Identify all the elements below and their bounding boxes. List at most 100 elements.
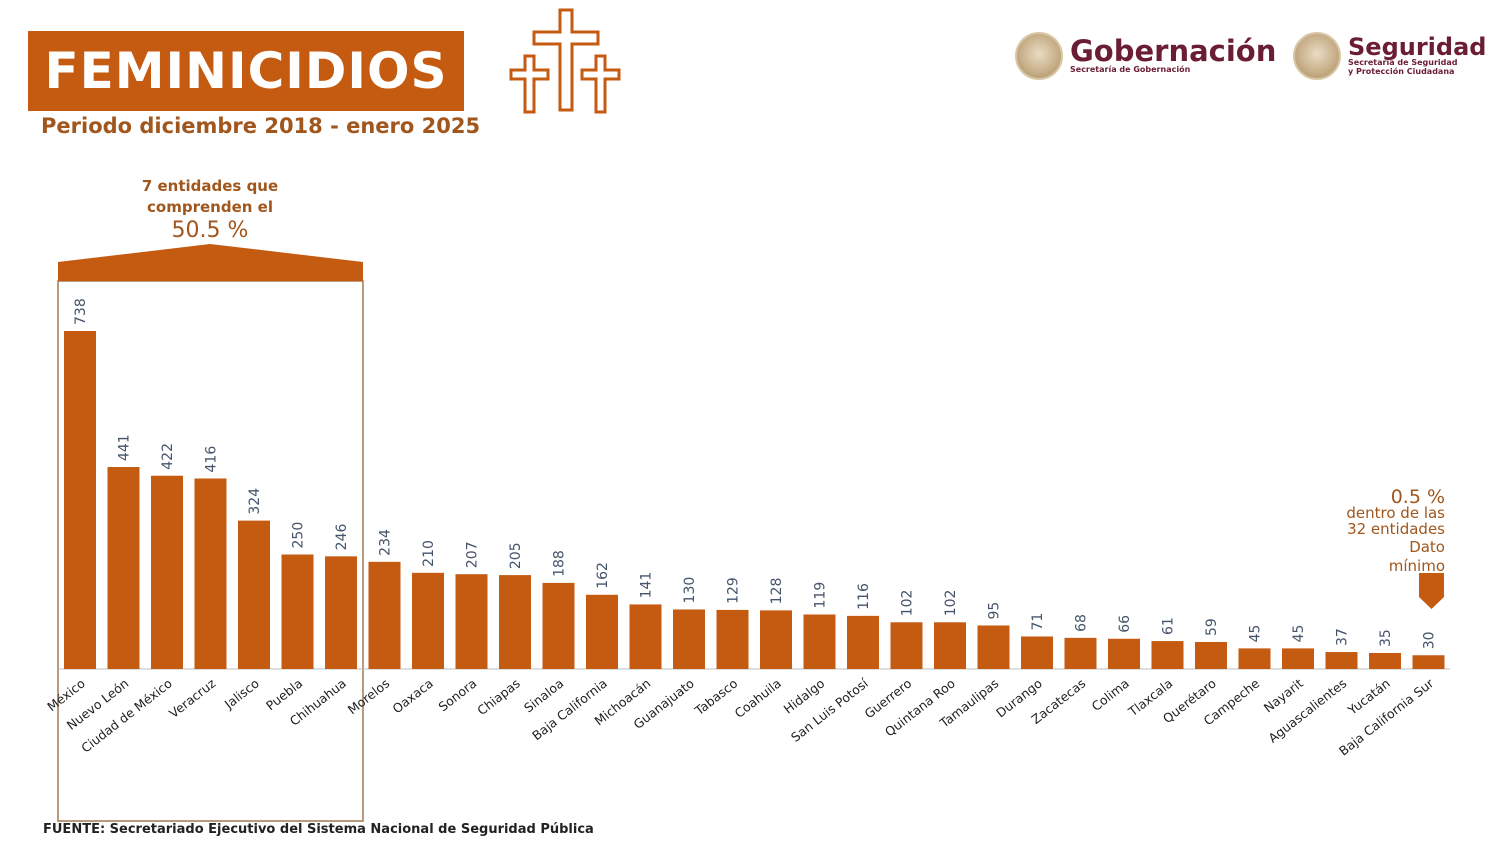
bar (1282, 648, 1314, 669)
bar (238, 520, 270, 669)
bar (194, 478, 227, 669)
bar (542, 582, 575, 669)
bar (934, 622, 966, 669)
category-label: Oaxaca (390, 676, 436, 717)
bar (716, 609, 749, 669)
value-label: 738 (73, 298, 89, 325)
value-labels-layer: 738 441 422 416 324 250 246 234 210 207 205 188 162 1… (73, 298, 1438, 649)
bar (1064, 637, 1097, 669)
category-label: San Luis Potosí (788, 675, 871, 745)
crosses-icon (509, 8, 621, 114)
min-arrow-icon (1419, 573, 1444, 609)
value-label: 95 (987, 602, 1003, 620)
bar (673, 609, 705, 669)
mexico-seal-icon (1015, 32, 1063, 80)
bar (64, 331, 96, 669)
seguridad-sub-1: Secretaría de Seguridad (1348, 58, 1458, 68)
value-label: 30 (1422, 631, 1438, 649)
value-label: 35 (1378, 629, 1394, 647)
bar (629, 604, 662, 669)
bar (1369, 652, 1401, 669)
min-annotation-line3: Dato (1409, 538, 1445, 556)
min-annotation-line1: dentro de las (1346, 504, 1445, 522)
value-label: 250 (291, 522, 307, 549)
value-label: 45 (1291, 625, 1307, 643)
value-label: 129 (726, 577, 742, 604)
bar (325, 556, 357, 669)
value-label: 116 (856, 583, 872, 610)
value-label: 141 (639, 572, 655, 599)
category-label: Aguascalientes (1265, 676, 1349, 746)
value-label: 234 (378, 529, 394, 556)
value-label: 102 (943, 590, 959, 617)
bar (412, 572, 444, 669)
page-subtitle: Periodo diciembre 2018 - enero 2025 (41, 114, 481, 138)
bar (499, 575, 531, 669)
bar (1151, 641, 1184, 669)
value-label: 324 (247, 488, 263, 515)
bar (586, 594, 618, 669)
bar (847, 615, 879, 669)
group-annotation: 7 entidades que comprenden el 50.5 % (110, 176, 310, 244)
value-label: 162 (595, 562, 611, 589)
category-label: Chiapas (474, 676, 523, 719)
bar (1108, 638, 1140, 669)
seguridad-name: Seguridad (1348, 33, 1487, 62)
bar (151, 475, 183, 669)
gobernacion-name: Gobernación (1070, 34, 1277, 69)
value-label: 441 (117, 434, 133, 461)
bar (1238, 648, 1271, 669)
value-label: 416 (204, 446, 220, 473)
bar (760, 610, 792, 669)
bar (455, 574, 488, 669)
group-annotation-line1: 7 entidades que (141, 177, 279, 195)
value-label: 37 (1335, 628, 1351, 646)
seguridad-logo: Seguridad Secretaría de Seguridad y Prot… (1293, 32, 1486, 80)
min-annotation-pct: 0.5 % (1390, 486, 1445, 508)
bar (1412, 655, 1445, 669)
value-label: 59 (1204, 618, 1220, 636)
value-label: 102 (900, 590, 916, 617)
value-label: 188 (552, 550, 568, 577)
gobernacion-sub: Secretaría de Gobernación (1070, 65, 1191, 75)
value-label: 66 (1117, 615, 1133, 633)
category-label: Sonora (435, 676, 479, 715)
source-footer: FUENTE: Secretariado Ejecutivo del Siste… (43, 822, 594, 837)
bar (1325, 652, 1358, 669)
value-label: 68 (1074, 614, 1090, 632)
category-label: Veracruz (166, 675, 219, 721)
bar (368, 561, 401, 669)
min-annotation: dentro de las 32 entidades Dato mínimo (1300, 505, 1445, 574)
category-label: Jalisco (221, 676, 262, 713)
value-label: 246 (334, 524, 350, 551)
value-label: 61 (1161, 617, 1177, 635)
group-annotation-pct: 50.5 % (171, 218, 249, 243)
category-label: Baja California (529, 676, 610, 744)
value-label: 128 (769, 578, 785, 605)
value-label: 119 (813, 582, 829, 609)
bar (1195, 641, 1227, 669)
mexico-seal-icon (1293, 32, 1341, 80)
value-label: 71 (1030, 613, 1046, 631)
category-label: Morelos (345, 676, 393, 718)
bar (890, 622, 923, 669)
bar (977, 625, 1010, 669)
value-label: 130 (682, 577, 698, 604)
min-annotation-line2: 32 entidades (1347, 520, 1445, 538)
group-bracket (58, 244, 363, 281)
page-title: FEMINICIDIOS (44, 42, 448, 100)
bar (803, 614, 836, 669)
gobernacion-logo: Gobernación Secretaría de Gobernación (1015, 32, 1276, 80)
min-annotation-line4: mínimo (1388, 557, 1445, 575)
bar (1021, 636, 1053, 669)
bar (281, 554, 314, 669)
title-banner: FEMINICIDIOS (28, 31, 464, 111)
bar (107, 467, 140, 669)
value-label: 210 (421, 540, 437, 567)
value-label: 207 (465, 541, 481, 568)
group-annotation-line2: comprenden el (147, 198, 273, 216)
value-label: 422 (160, 443, 176, 470)
bars-layer (64, 331, 1445, 669)
seguridad-sub-2: y Protección Ciudadana (1348, 67, 1455, 76)
